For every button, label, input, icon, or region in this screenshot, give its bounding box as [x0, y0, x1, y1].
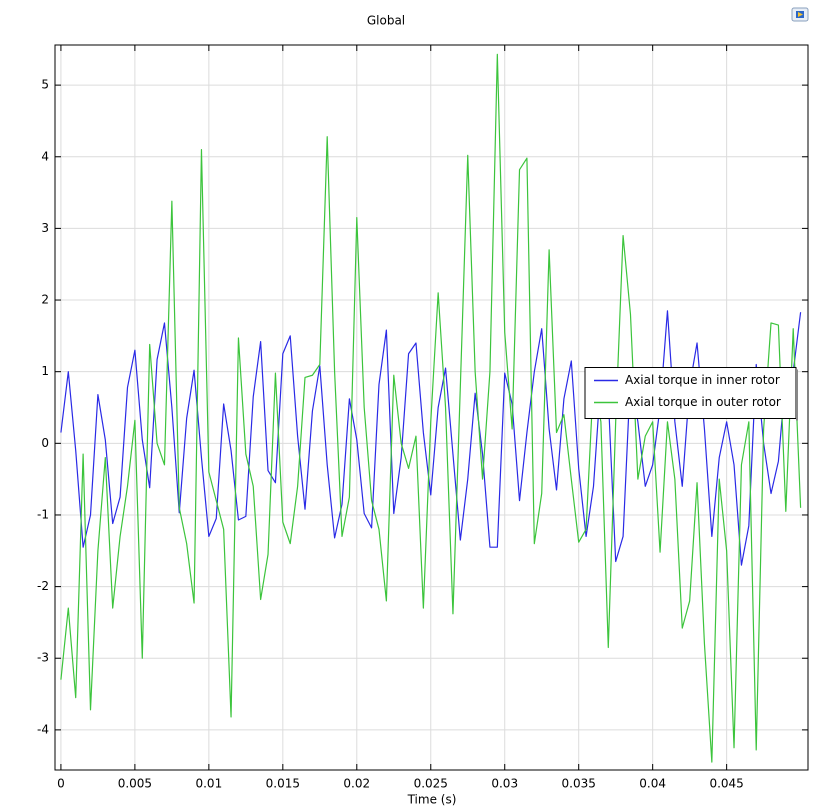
- y-tick-label: -1: [37, 507, 49, 521]
- plot-frame: [54, 44, 809, 771]
- x-tick-label: 0.045: [709, 777, 743, 791]
- x-tick-label: 0.005: [118, 777, 152, 791]
- y-tick-label: 4: [41, 149, 49, 163]
- y-tick-label: 1: [41, 364, 49, 378]
- x-tick-label: 0.02: [343, 777, 370, 791]
- y-tick-label: -2: [37, 579, 49, 593]
- legend-label: Axial torque in inner rotor: [625, 373, 780, 387]
- x-tick-label: 0.03: [491, 777, 518, 791]
- y-tick-label: 2: [41, 293, 49, 307]
- chart-title: Global: [367, 14, 405, 28]
- data-line: [60, 310, 802, 566]
- x-tick-label: 0.025: [414, 777, 448, 791]
- y-tick-label: -3: [37, 651, 49, 665]
- y-tick-label: 0: [41, 436, 49, 450]
- legend: Axial torque in inner rotor Axial torque …: [584, 367, 798, 421]
- legend-label: Axial torque in outer rotor: [625, 395, 781, 409]
- y-tick-label: 3: [41, 221, 49, 235]
- x-tick-label: 0: [57, 777, 65, 791]
- y-tick-label: 5: [41, 78, 49, 92]
- x-tick-label: 0.04: [639, 777, 666, 791]
- x-axis-label: Time (s): [407, 793, 457, 807]
- y-tick-label: -4: [37, 722, 49, 736]
- data-line: [60, 53, 802, 763]
- x-tick-label: 0.015: [266, 777, 300, 791]
- x-tick-label: 0.01: [195, 777, 222, 791]
- toolbar-icon[interactable]: [791, 7, 809, 22]
- x-tick-label: 0.035: [562, 777, 596, 791]
- legend-shadow: [796, 369, 798, 421]
